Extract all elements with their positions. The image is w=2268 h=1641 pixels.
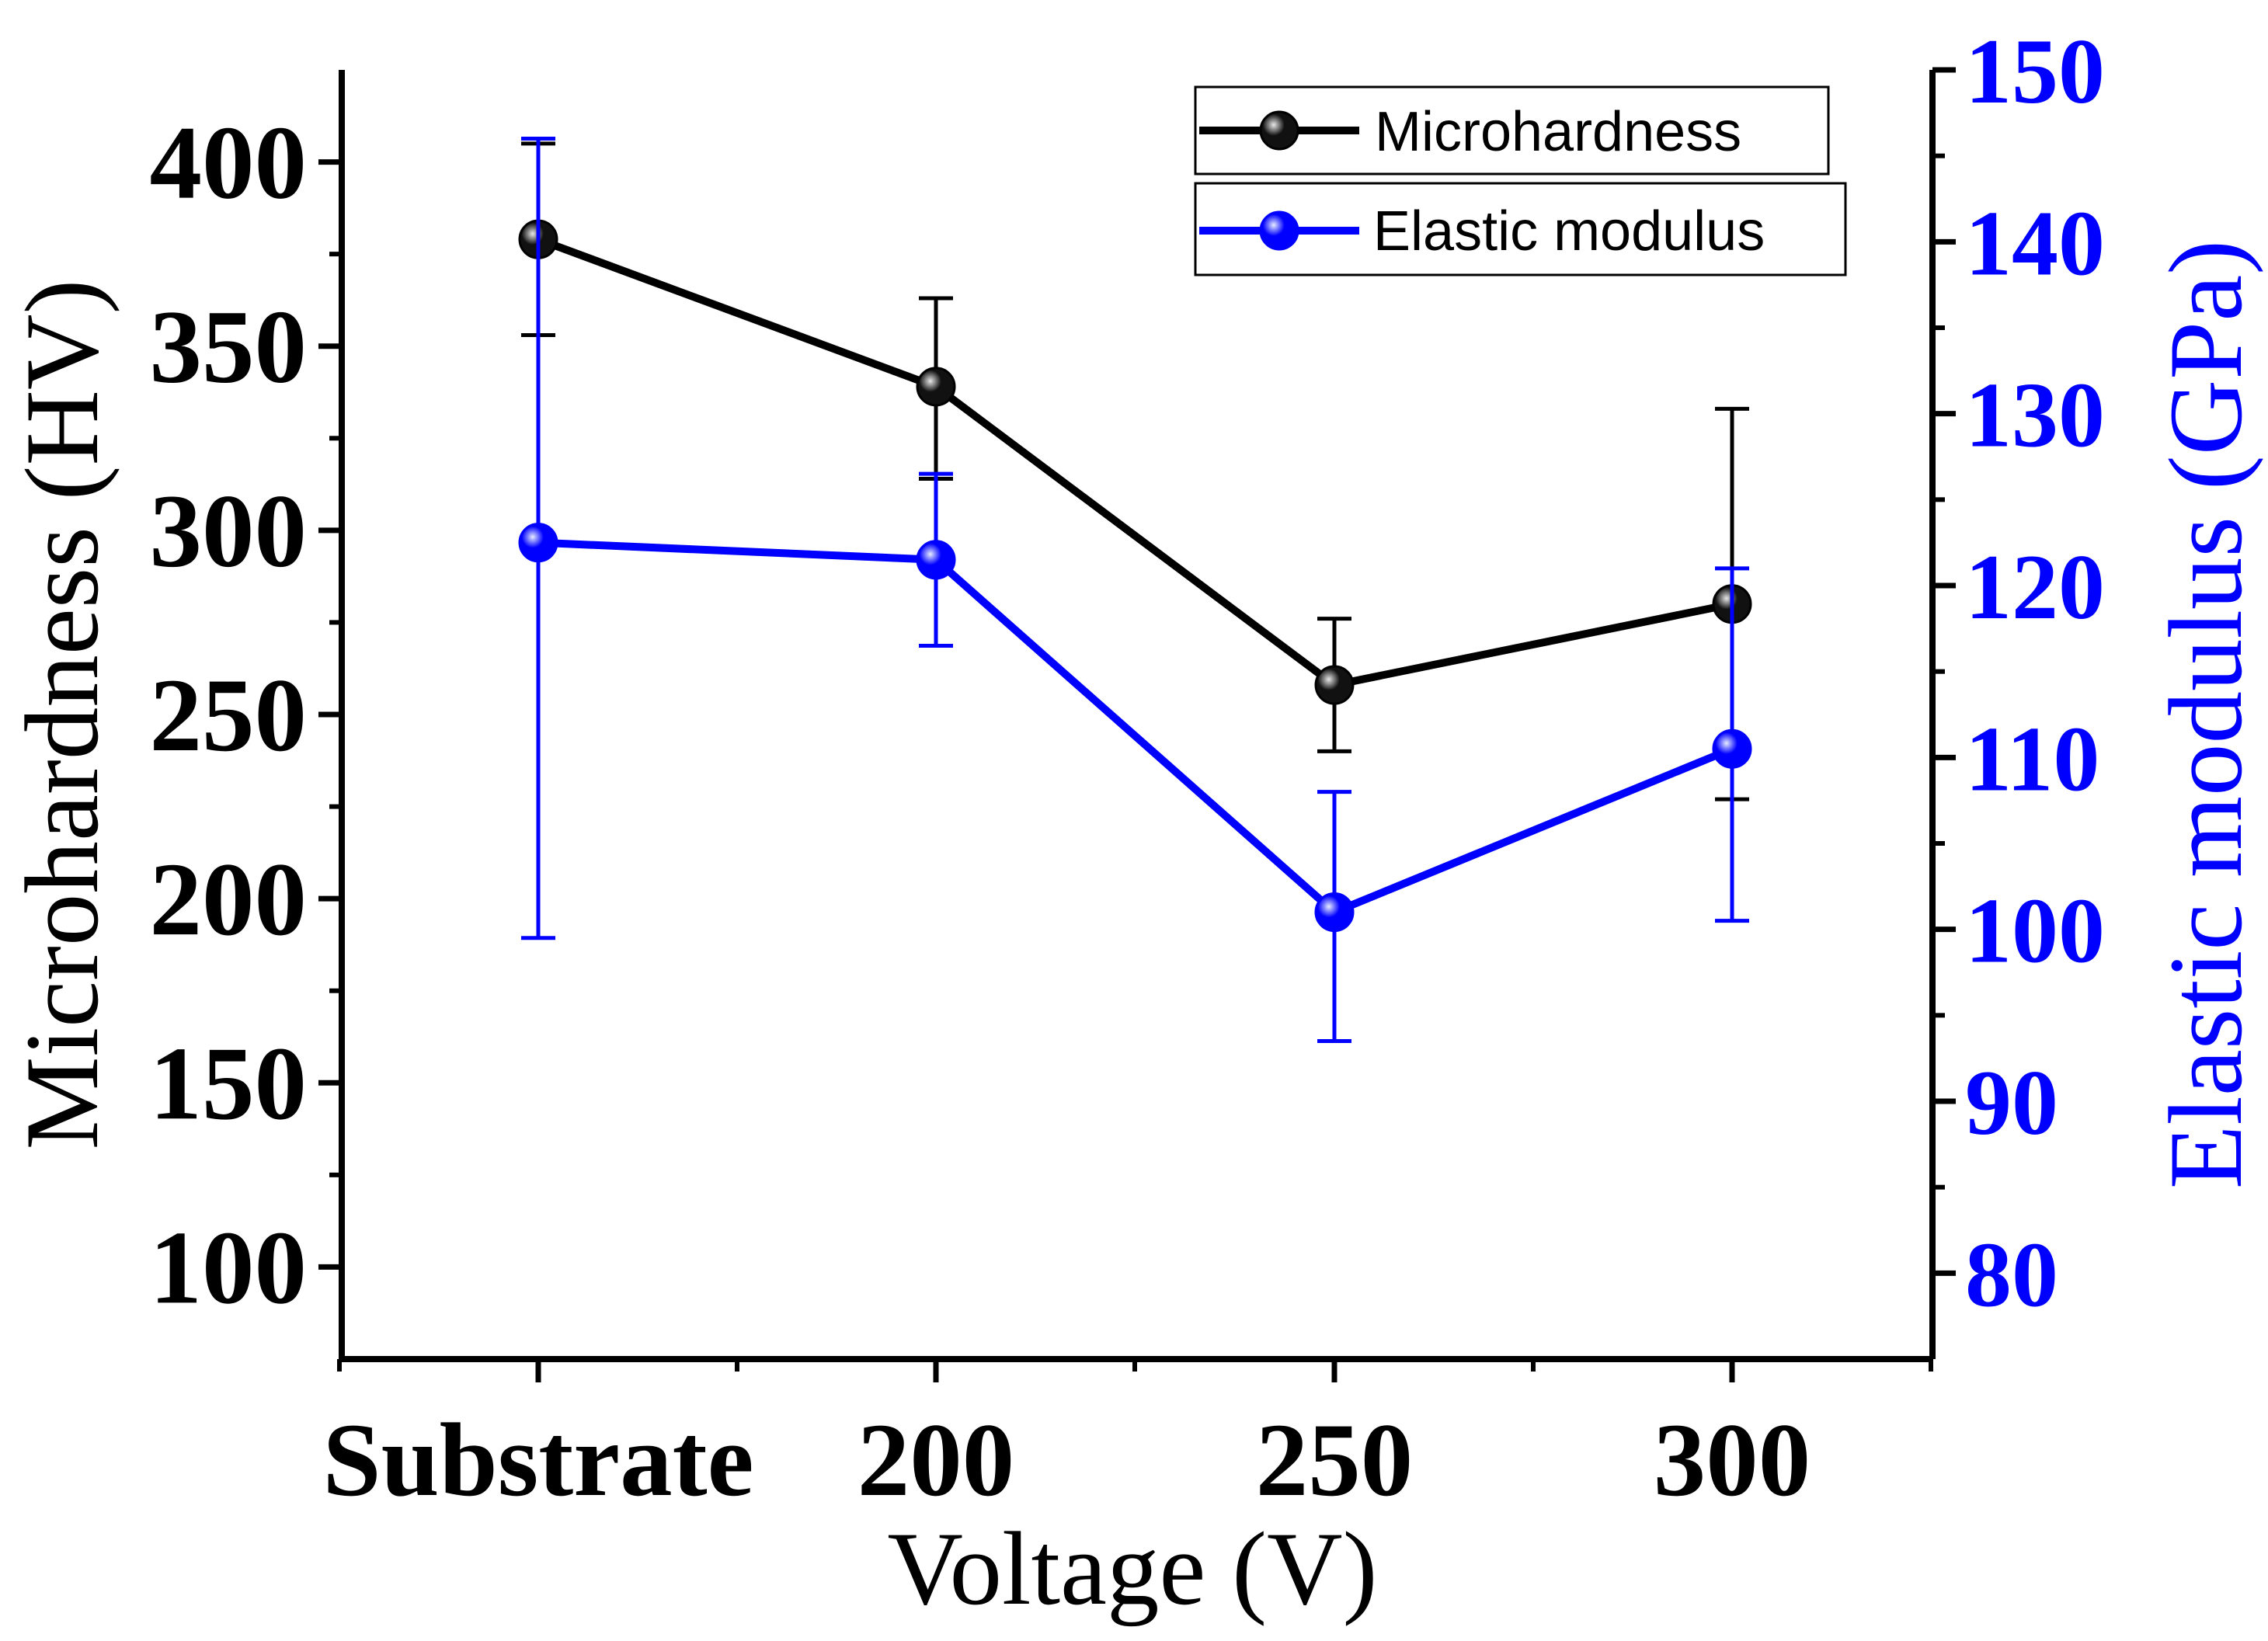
elastic-modulus-point [520,524,557,561]
chart-svg: 100 150 200 250 300 350 400 80 90 100 110 120 130 140… [0,0,2268,1641]
y2-tick-label: 100 [1965,879,2105,982]
y-tick-label: 150 [150,1026,308,1142]
y2-tick-label: 140 [1965,191,2105,294]
microhardness-point [917,368,955,405]
y-axis-title: Microhardness (HV) [5,280,120,1150]
elastic-modulus-series-line [538,543,1732,913]
y-tick-label: 250 [150,658,308,774]
y-tick-label: 300 [150,474,308,589]
legend-marker-elastic-modulus [1261,212,1298,249]
chart: 100 150 200 250 300 350 400 80 90 100 110 120 130 140… [0,0,2268,1641]
x-tick-label: 300 [1654,1403,1811,1518]
x-tick-label: Substrate [322,1403,753,1518]
y2-tick-label: 130 [1965,363,2105,467]
x-axis-title: Voltage (V) [887,1511,1377,1627]
y-tick-label: 350 [150,290,308,405]
microhardness-series-line [538,239,1732,685]
elastic-modulus-point [1713,730,1751,767]
y-tick-label: 100 [150,1210,308,1326]
microhardness-point [1316,666,1353,704]
y2-tick-label: 120 [1965,535,2105,638]
legend: Microhardness Elastic modulus [1195,87,1845,275]
legend-marker-microhardness [1261,112,1298,149]
x-tick-label: 250 [1256,1403,1414,1518]
elastic-modulus-point [1316,894,1353,931]
y-tick-label: 400 [150,106,308,221]
elastic-modulus-point [917,541,955,579]
legend-label-elastic-modulus: Elastic modulus [1373,200,1765,262]
y2-axis-title: Elastic modulus (GPa) [2148,240,2264,1189]
y2-tick-label: 150 [1965,19,2105,123]
y-tick-label: 200 [150,842,308,958]
y2-tick-label: 110 [1965,707,2099,810]
legend-items [1199,112,1359,249]
x-tick-label: 200 [857,1403,1015,1518]
y2-tick-label: 80 [1965,1222,2058,1326]
legend-label-microhardness: Microhardness [1375,101,1741,163]
y2-tick-label: 90 [1965,1051,2058,1154]
